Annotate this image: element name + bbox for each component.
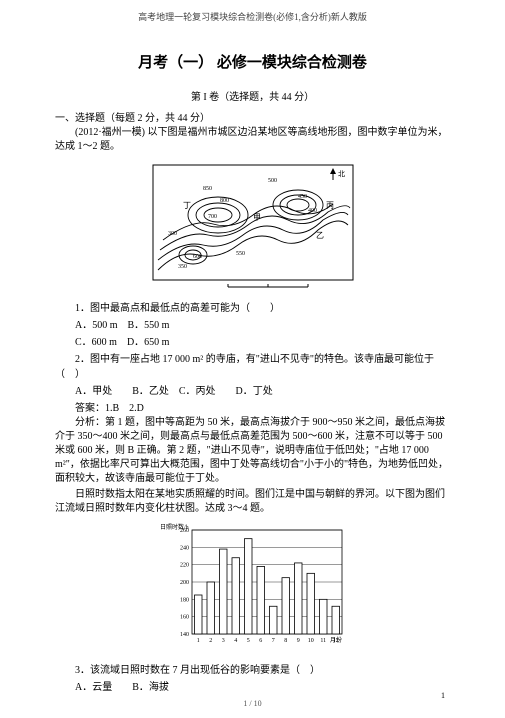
- svg-text:10: 10: [307, 638, 313, 644]
- q2-text: 2．图中有一座占地 17 000 m² 的寺庙，有"进山不见寺"的特色。该寺庙最…: [55, 350, 450, 380]
- svg-text:160: 160: [180, 615, 189, 621]
- doc-subtitle: 第 I 卷（选择题，共 44 分）: [55, 88, 450, 103]
- bar-chart-figure: 140160180200220240260日照时数/h1234567891011…: [55, 522, 450, 655]
- svg-text:700: 700: [208, 214, 217, 220]
- page-number: 1: [441, 691, 445, 700]
- intro2-paragraph: 日照时数指太阳在某地实质照耀的时间。图们江是中国与朝鲜的界河。以下图为图们江流域…: [55, 488, 450, 516]
- svg-text:9: 9: [296, 638, 299, 644]
- svg-text:3: 3: [221, 638, 224, 644]
- svg-text:11: 11: [320, 638, 326, 644]
- svg-text:850: 850: [203, 186, 212, 192]
- svg-text:140: 140: [180, 632, 189, 638]
- svg-text:800: 800: [220, 198, 229, 204]
- svg-text:400: 400: [308, 208, 317, 214]
- answers: 答案：1.B 2.D: [55, 399, 450, 414]
- section-1-heading: 一、选择题（每题 2 分，共 44 分）: [55, 109, 450, 124]
- topo-map-svg: 500 850 800 700 450 400 600 350 550 300 …: [148, 160, 358, 290]
- q1-opts-cd: C．600 m D．650 m: [55, 333, 450, 348]
- doc-header: 高考地理一轮复习模块综合检测卷(必修1,含分析)新人教版: [55, 10, 450, 23]
- svg-text:350: 350: [178, 264, 187, 270]
- svg-text:月份: 月份: [329, 636, 341, 644]
- q3-opts: A．云量 B．海拔: [55, 678, 450, 693]
- svg-text:8: 8: [284, 638, 287, 644]
- doc-title: 月考（一） 必修一模块综合检测卷: [55, 51, 450, 72]
- svg-text:乙: 乙: [316, 231, 324, 240]
- svg-text:7: 7: [271, 638, 274, 644]
- svg-text:日照时数/h: 日照时数/h: [160, 523, 189, 531]
- svg-text:180: 180: [180, 597, 189, 603]
- analysis-paragraph: 分析：第 1 题，图中等高距为 50 米，最高点海拔介于 900～950 米之间…: [55, 416, 450, 486]
- svg-text:200: 200: [180, 580, 189, 586]
- svg-text:2: 2: [209, 638, 212, 644]
- svg-text:500: 500: [268, 178, 277, 184]
- north-label: 北: [338, 170, 345, 178]
- svg-text:600: 600: [193, 254, 202, 260]
- svg-text:5: 5: [246, 638, 249, 644]
- svg-text:550: 550: [236, 251, 245, 257]
- svg-text:甲: 甲: [253, 213, 261, 222]
- intro-paragraph: (2012·福州一模) 以下图是福州市城区边沿某地区等高线地形图，图中数字单位为…: [55, 126, 450, 154]
- svg-text:4: 4: [234, 638, 237, 644]
- svg-text:6: 6: [259, 638, 262, 644]
- svg-text:450: 450: [298, 194, 307, 200]
- q2-opts: A．甲处 B．乙处 C．丙处 D．丁处: [55, 382, 450, 397]
- topo-map-figure: 500 850 800 700 450 400 600 350 550 300 …: [55, 160, 450, 293]
- svg-text:300: 300: [168, 231, 177, 237]
- svg-text:240: 240: [180, 545, 189, 551]
- bar-chart-svg: 140160180200220240260日照时数/h1234567891011…: [158, 522, 348, 652]
- svg-text:丙: 丙: [326, 201, 334, 210]
- q1-opts-ab: A．500 m B．550 m: [55, 316, 450, 331]
- svg-text:220: 220: [180, 563, 189, 569]
- svg-text:丁: 丁: [183, 201, 191, 210]
- svg-text:1: 1: [196, 638, 199, 644]
- q3-text: 3．该流域日照时数在 7 月出现低谷的影响要素是（ ）: [55, 661, 450, 676]
- q1-text: 1．图中最高点和最低点的高差可能为（ ）: [55, 299, 450, 314]
- footer-center: 1 / 10: [55, 699, 450, 708]
